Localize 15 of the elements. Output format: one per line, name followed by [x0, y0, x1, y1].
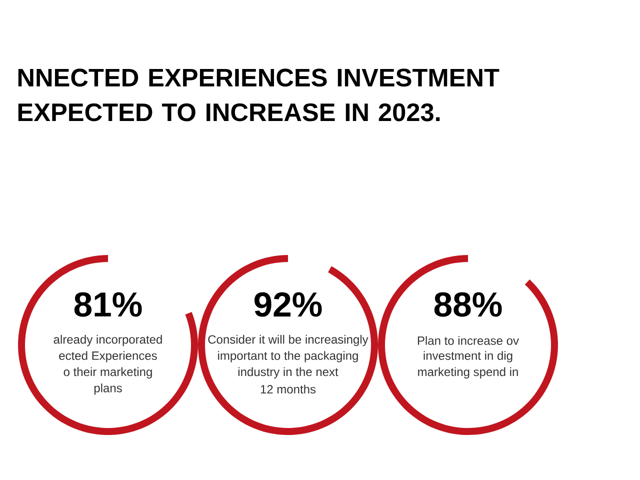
- text: NNECTED EXPERIENCES INVESTMENT EXPECTED TO INCREASE IN 2023.: [18, 68, 500, 122]
- text: Consider it will be increasingly: [208, 334, 368, 346]
- text: Plan to increase ov: [418, 336, 519, 345]
- text: plans: [94, 384, 122, 395]
- text: already incorporated: [54, 334, 162, 346]
- data-label: 92%: [254, 292, 322, 317]
- text: marketing spend in: [418, 367, 518, 378]
- data-label: 88%: [434, 292, 502, 317]
- text: important to the packaging: [218, 351, 358, 362]
- text: industry in the next: [238, 367, 338, 378]
- text: 12 months: [260, 384, 316, 394]
- text: o their marketing: [64, 367, 152, 378]
- data-label: 81%: [74, 292, 142, 317]
- text: investment in dig: [424, 351, 512, 362]
- text: ected Experiences: [59, 351, 157, 362]
